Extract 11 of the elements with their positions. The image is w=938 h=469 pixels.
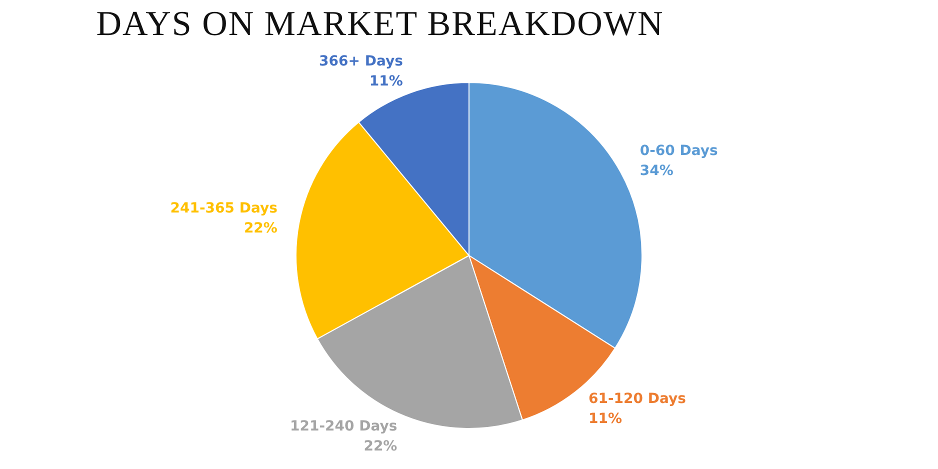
slice-label: 0-60 Days xyxy=(640,143,718,160)
data-label: 22% xyxy=(364,438,398,454)
slice-label: 121-240 Days xyxy=(290,418,398,434)
data-label: 22% xyxy=(244,220,278,237)
slice-label: 366+ Days xyxy=(319,54,403,70)
chart-title: DAYS ON MARKET BREAKDOWN xyxy=(95,4,665,44)
data-label: 11% xyxy=(369,74,403,90)
slice-label: 61-120 Days xyxy=(588,391,686,408)
data-label: 11% xyxy=(588,411,622,428)
slice-label: 241-365 Days xyxy=(170,200,278,217)
data-label: 34% xyxy=(640,163,674,180)
